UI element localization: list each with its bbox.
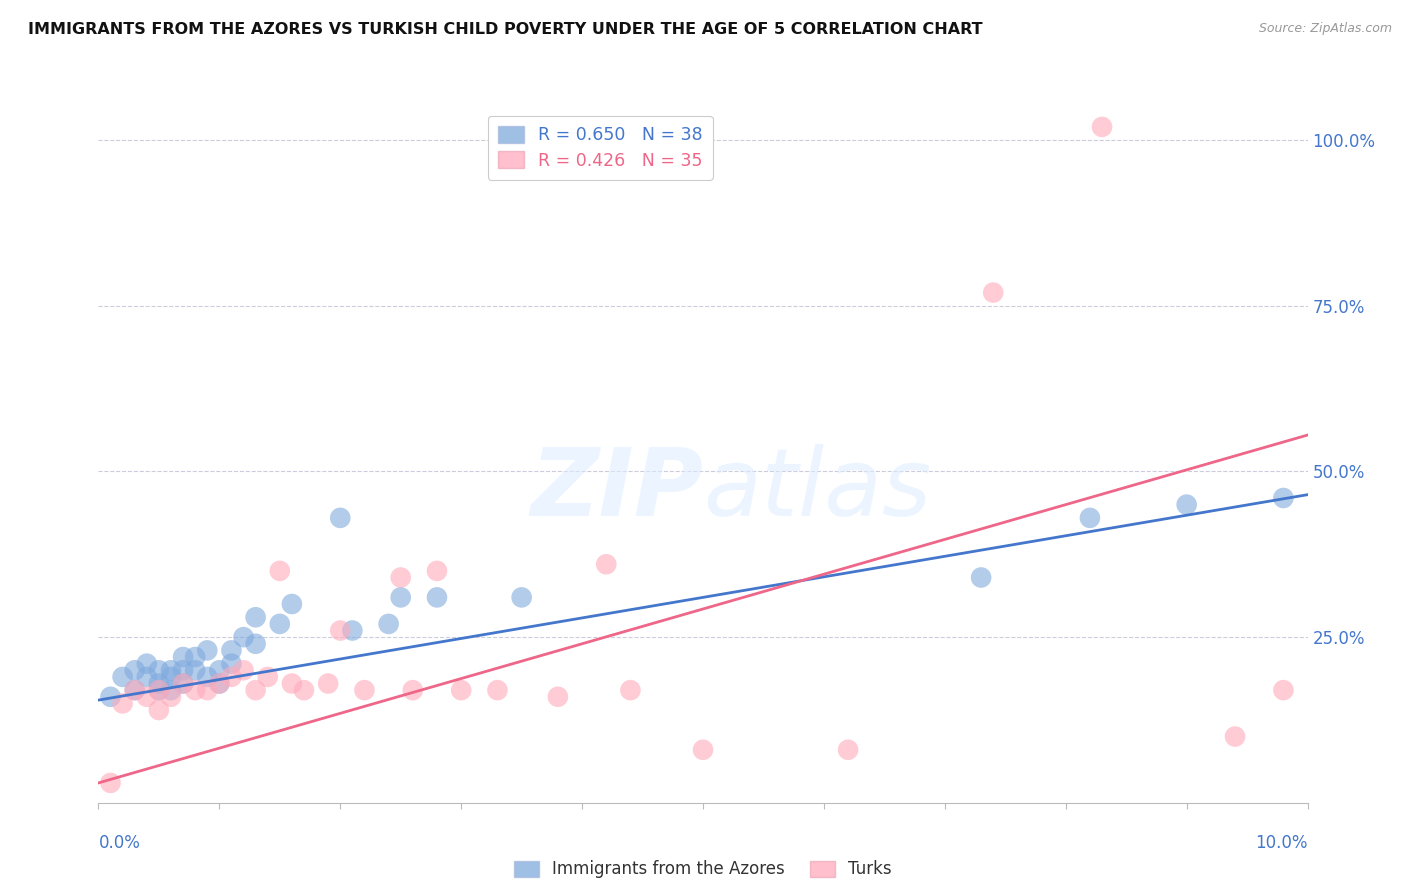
Point — [208, 676, 231, 690]
Point — [184, 650, 207, 665]
Point — [426, 564, 449, 578]
Text: IMMIGRANTS FROM THE AZORES VS TURKISH CHILD POVERTY UNDER THE AGE OF 5 CORRELATI: IMMIGRANTS FROM THE AZORES VS TURKISH CH… — [28, 22, 983, 37]
Point — [316, 676, 339, 690]
Point — [148, 683, 170, 698]
Point — [1078, 511, 1101, 525]
Point — [135, 657, 157, 671]
Point — [692, 743, 714, 757]
Point — [195, 683, 218, 698]
Point — [160, 670, 183, 684]
Point — [232, 630, 254, 644]
Text: 10.0%: 10.0% — [1256, 834, 1308, 852]
Point — [124, 663, 146, 677]
Point — [281, 676, 304, 690]
Point — [426, 591, 449, 605]
Point — [595, 558, 617, 572]
Point — [1272, 683, 1295, 698]
Point — [619, 683, 641, 698]
Point — [172, 676, 194, 690]
Text: 0.0%: 0.0% — [98, 834, 141, 852]
Point — [148, 663, 170, 677]
Point — [184, 663, 207, 677]
Text: atlas: atlas — [703, 444, 931, 535]
Text: Source: ZipAtlas.com: Source: ZipAtlas.com — [1258, 22, 1392, 36]
Point — [970, 570, 993, 584]
Point — [135, 670, 157, 684]
Point — [269, 616, 291, 631]
Point — [245, 683, 267, 698]
Point — [1223, 730, 1246, 744]
Point — [342, 624, 364, 638]
Point — [160, 683, 183, 698]
Point — [221, 643, 243, 657]
Point — [135, 690, 157, 704]
Point — [148, 683, 170, 698]
Point — [172, 663, 194, 677]
Point — [232, 663, 254, 677]
Point — [981, 285, 1004, 300]
Point — [195, 643, 218, 657]
Point — [124, 683, 146, 698]
Point — [389, 591, 412, 605]
Point — [486, 683, 509, 698]
Point — [245, 637, 267, 651]
Point — [256, 670, 278, 684]
Point — [111, 670, 134, 684]
Point — [281, 597, 304, 611]
Point — [1272, 491, 1295, 505]
Point — [208, 676, 231, 690]
Point — [184, 683, 207, 698]
Point — [160, 663, 183, 677]
Point — [172, 676, 194, 690]
Point — [269, 564, 291, 578]
Point — [208, 663, 231, 677]
Point — [148, 703, 170, 717]
Point — [221, 657, 243, 671]
Point — [329, 624, 352, 638]
Point — [402, 683, 425, 698]
Point — [353, 683, 375, 698]
Point — [160, 690, 183, 704]
Point — [837, 743, 859, 757]
Point — [377, 616, 399, 631]
Point — [510, 591, 533, 605]
Point — [1091, 120, 1114, 134]
Point — [111, 697, 134, 711]
Point — [329, 511, 352, 525]
Point — [221, 670, 243, 684]
Point — [245, 610, 267, 624]
Point — [292, 683, 315, 698]
Point — [547, 690, 569, 704]
Point — [450, 683, 472, 698]
Point — [389, 570, 412, 584]
Legend: Immigrants from the Azores, Turks: Immigrants from the Azores, Turks — [508, 854, 898, 885]
Text: ZIP: ZIP — [530, 443, 703, 536]
Point — [1175, 498, 1198, 512]
Point — [148, 676, 170, 690]
Point — [195, 670, 218, 684]
Point — [124, 683, 146, 698]
Point — [100, 690, 122, 704]
Point — [172, 650, 194, 665]
Point — [100, 776, 122, 790]
